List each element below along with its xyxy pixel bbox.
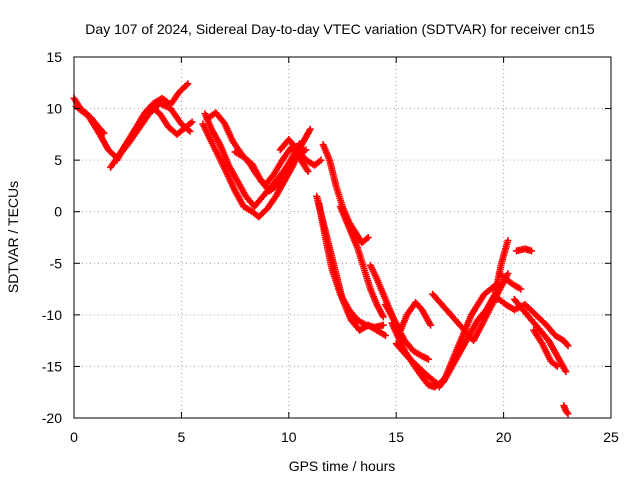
data-point	[304, 167, 312, 175]
data-point	[427, 321, 435, 329]
x-axis-label: GPS time / hours	[289, 458, 396, 474]
x-tick-label: 20	[496, 429, 512, 445]
ticks: 0 5 10 15 20 25 -20 -15 -10 -5 0 5 10 15	[42, 49, 619, 445]
series-track-j	[313, 192, 389, 339]
data-point	[504, 237, 512, 245]
data-point	[379, 313, 387, 321]
y-tick-label: 15	[46, 49, 62, 65]
y-tick-label: 10	[46, 101, 62, 117]
y-axis-label: SDTVAR / TECUs	[5, 181, 21, 293]
y-tick-label: -5	[50, 255, 63, 271]
series-track-x	[560, 402, 572, 418]
y-tick-label: 5	[54, 152, 62, 168]
data-point	[528, 247, 536, 255]
series-layer	[70, 80, 572, 418]
series-track-v	[512, 245, 536, 255]
series-track-t	[489, 295, 572, 350]
series-track-h	[231, 140, 304, 195]
data-point	[381, 331, 389, 339]
series-track-i	[276, 136, 325, 169]
data-point	[563, 341, 571, 349]
series-track-z	[429, 270, 512, 345]
x-tick-label: 0	[70, 429, 78, 445]
data-point	[296, 140, 304, 148]
data-point	[424, 355, 432, 363]
data-point	[553, 362, 561, 370]
data-point	[100, 129, 108, 137]
data-point	[564, 342, 572, 350]
data-point	[564, 410, 572, 418]
series-track-k	[315, 199, 387, 331]
series-track-m	[336, 203, 387, 321]
y-tick-label: -10	[42, 307, 62, 323]
data-point	[186, 127, 194, 135]
data-point	[562, 368, 570, 376]
plot-frame	[73, 56, 612, 419]
data-point	[517, 285, 525, 293]
y-tick-label: 0	[54, 204, 62, 220]
series-track-f	[199, 120, 314, 221]
y-tick-label: -20	[42, 410, 62, 426]
x-tick-label: 25	[603, 429, 619, 445]
x-tick-label: 5	[178, 429, 186, 445]
series-track-q	[392, 340, 443, 389]
chart-title: Day 107 of 2024, Sidereal Day-to-day VTE…	[85, 21, 595, 37]
series-track-u	[510, 295, 570, 376]
series-track-o	[381, 298, 435, 334]
data-point	[188, 118, 196, 126]
x-tick-label: 10	[281, 429, 297, 445]
series-track-d	[113, 103, 196, 164]
series-track-w	[530, 326, 561, 370]
data-point	[306, 125, 314, 133]
data-point	[364, 234, 372, 241]
data-point	[184, 80, 192, 88]
data-point	[302, 146, 310, 154]
data-point	[379, 321, 387, 329]
series-track-l	[319, 141, 372, 247]
data-point	[99, 128, 107, 136]
data-point	[317, 156, 325, 164]
series-track-b	[72, 103, 108, 137]
data-point	[504, 270, 512, 278]
y-tick-label: -15	[42, 358, 62, 374]
x-tick-label: 15	[388, 429, 404, 445]
data-point	[182, 81, 190, 89]
